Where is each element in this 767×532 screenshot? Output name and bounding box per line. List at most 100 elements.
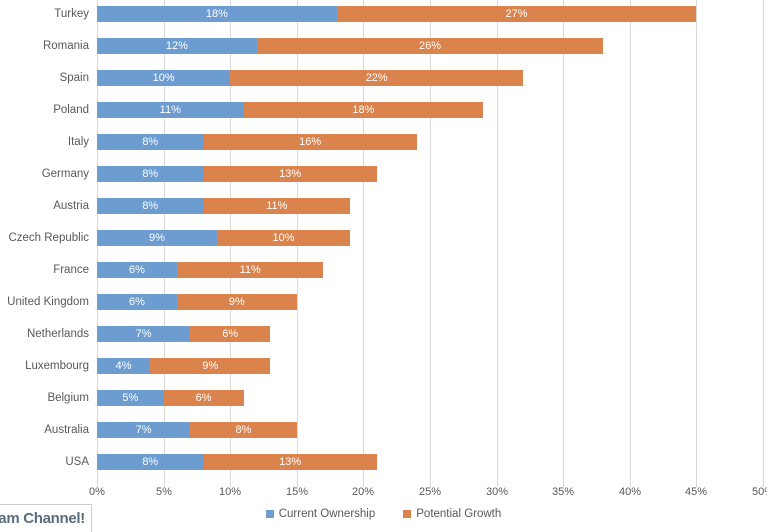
category-label: United Kingdom — [7, 296, 89, 308]
current-ownership-segment: 6% — [97, 294, 177, 310]
gridline — [630, 0, 631, 487]
segment-label: 6% — [129, 295, 145, 308]
segment-label: 13% — [279, 455, 302, 468]
potential-growth-segment: 22% — [230, 70, 524, 86]
current-ownership-segment: 7% — [97, 326, 191, 342]
current-ownership-segment: 10% — [97, 70, 231, 86]
x-axis-tick-label: 40% — [618, 486, 642, 498]
category-label: Australia — [44, 424, 89, 436]
x-axis-tick-label: 50% — [751, 486, 767, 498]
bar-row: 5% 6% — [97, 390, 244, 406]
bar-row: 6% 9% — [97, 294, 297, 310]
legend: Current Ownership Potential Growth — [0, 508, 767, 520]
potential-growth-segment: 9% — [176, 294, 297, 310]
bar-row: 11% 18% — [97, 102, 484, 118]
current-ownership-segment: 4% — [97, 358, 151, 374]
category-label: Italy — [67, 136, 89, 148]
x-axis-tick-label: 45% — [684, 486, 708, 498]
potential-growth-segment: 26% — [256, 38, 604, 54]
potential-growth-segment: 6% — [190, 326, 271, 342]
segment-label: 6% — [195, 391, 212, 404]
potential-growth-segment: 16% — [203, 134, 417, 150]
segment-label: 10% — [272, 231, 295, 244]
bar-row: 10% 22% — [97, 70, 524, 86]
potential-growth-segment: 13% — [203, 166, 377, 182]
x-axis-tick-label: 35% — [551, 486, 575, 498]
bar-row: 6% 11% — [97, 262, 324, 278]
legend-item-current-ownership: Current Ownership — [265, 508, 375, 520]
gridline — [696, 0, 697, 487]
category-label: Czech Republic — [8, 232, 89, 244]
category-label: Spain — [59, 72, 89, 84]
segment-label: 18% — [205, 7, 228, 20]
gridline — [497, 0, 498, 487]
current-ownership-segment: 8% — [97, 198, 204, 214]
current-ownership-segment: 11% — [97, 102, 244, 118]
potential-growth-segment: 10% — [216, 230, 351, 246]
category-label: Germany — [41, 168, 89, 180]
segment-label: 5% — [122, 391, 139, 404]
legend-item-potential-growth: Potential Growth — [403, 508, 501, 520]
potential-growth-segment: 27% — [336, 6, 697, 22]
segment-label: 4% — [115, 359, 132, 372]
segment-label: 10% — [152, 71, 175, 84]
watermark-box: gram Channel! — [0, 504, 92, 532]
category-label: Belgium — [47, 392, 89, 404]
x-axis-tick-label: 25% — [418, 486, 442, 498]
segment-label: 8% — [142, 167, 159, 180]
segment-label: 16% — [299, 135, 322, 148]
category-label: Austria — [53, 200, 89, 212]
plot-area: 18% 27% 12% 26% 10% 22% 11% 18% 8% 16% 8% 13% 8% 11% 9… — [97, 0, 764, 487]
current-ownership-segment: 8% — [97, 166, 204, 182]
segment-label: 8% — [142, 199, 159, 212]
segment-label: 13% — [279, 167, 302, 180]
x-axis: 0% 5% 10% 15% 20% 25% 30% 35% 40% 45% 50% — [0, 486, 767, 500]
gridline — [430, 0, 431, 487]
potential-growth-segment: 11% — [203, 198, 351, 214]
potential-growth-segment: 18% — [243, 102, 484, 118]
segment-label: 9% — [148, 231, 165, 244]
bar-row: 8% 16% — [97, 134, 417, 150]
category-axis: Turkey Romania Spain Poland Italy Germany Aust… — [0, 0, 89, 481]
segment-label: 7% — [135, 327, 152, 340]
x-axis-tick-label: 20% — [351, 486, 375, 498]
x-axis-tick-label: 30% — [485, 486, 509, 498]
potential-growth-segment: 6% — [163, 390, 244, 406]
segment-label: 8% — [142, 135, 159, 148]
watermark-text: gram Channel! — [0, 510, 85, 527]
x-axis-tick-label: 15% — [285, 486, 309, 498]
bar-row: 18% 27% — [97, 6, 697, 22]
bar-row: 7% 8% — [97, 422, 297, 438]
current-ownership-segment: 8% — [97, 134, 204, 150]
legend-swatch-icon — [403, 510, 412, 518]
category-label: Romania — [42, 40, 89, 52]
current-ownership-segment: 9% — [97, 230, 217, 246]
bar-row: 8% 11% — [97, 198, 351, 214]
segment-label: 7% — [135, 423, 152, 436]
bar-row: 4% 9% — [97, 358, 271, 374]
gridline — [363, 0, 364, 487]
category-label: Luxembourg — [25, 360, 89, 372]
current-ownership-segment: 7% — [97, 422, 191, 438]
segment-label: 26% — [418, 39, 441, 52]
bar-row: 12% 26% — [97, 38, 604, 54]
segment-label: 9% — [202, 359, 219, 372]
segment-label: 22% — [365, 71, 388, 84]
potential-growth-segment: 13% — [203, 454, 377, 470]
segment-label: 9% — [228, 295, 245, 308]
segment-label: 11% — [159, 103, 181, 116]
current-ownership-segment: 5% — [97, 390, 164, 406]
x-axis-tick-label: 5% — [156, 486, 172, 498]
current-ownership-segment: 8% — [97, 454, 204, 470]
bar-row: 8% 13% — [97, 454, 377, 470]
legend-swatch-icon — [265, 510, 274, 518]
segment-label: 8% — [235, 423, 252, 436]
segment-label: 18% — [352, 103, 375, 116]
segment-label: 11% — [239, 263, 261, 276]
segment-label: 12% — [165, 39, 188, 52]
category-label: Turkey — [54, 8, 89, 20]
current-ownership-segment: 12% — [97, 38, 257, 54]
segment-label: 8% — [142, 455, 159, 468]
legend-label: Potential Growth — [416, 508, 502, 520]
